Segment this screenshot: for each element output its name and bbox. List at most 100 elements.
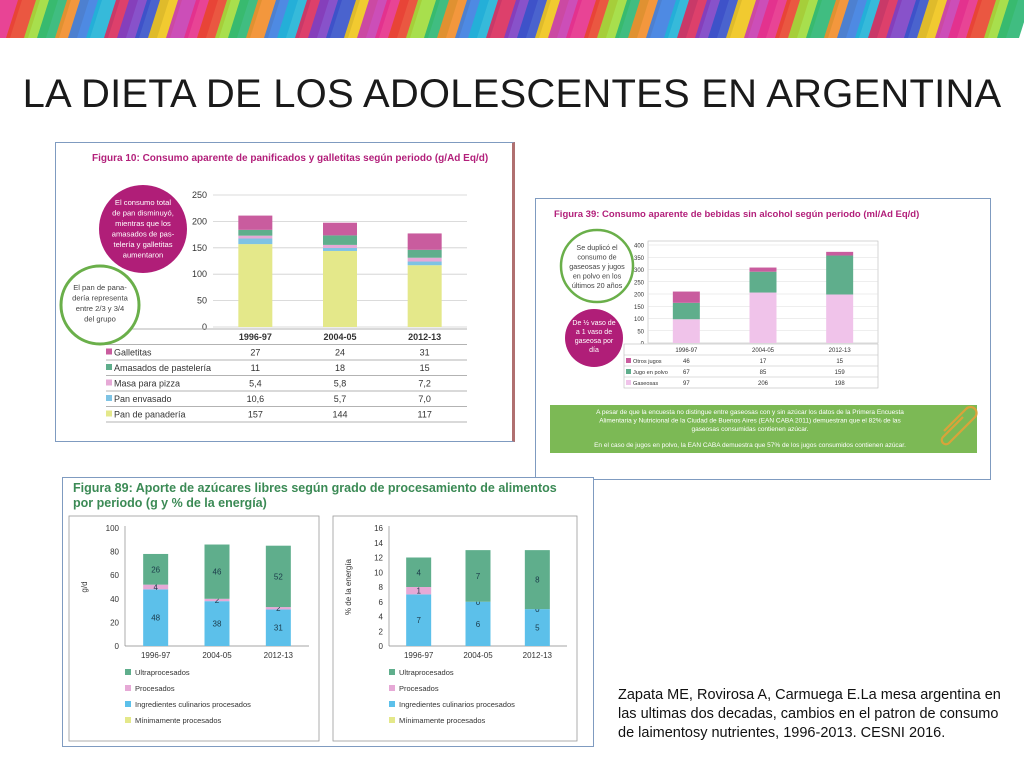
data-label: 0 bbox=[535, 605, 540, 614]
annotation-text: Se duplicó el bbox=[576, 243, 618, 252]
bar-segment bbox=[238, 229, 273, 236]
banner-shape bbox=[246, 0, 280, 38]
annotation-text: aumentaron bbox=[123, 251, 164, 260]
legend-swatch bbox=[106, 348, 112, 355]
banner-shape bbox=[757, 0, 791, 38]
y-tick-label: 100 bbox=[634, 317, 645, 323]
bar-segment bbox=[465, 601, 491, 646]
y-tick-label: 100 bbox=[192, 269, 207, 279]
y-tick-label: 350 bbox=[634, 256, 645, 262]
annotation-text: del grupo bbox=[84, 315, 116, 324]
legend-swatch bbox=[389, 701, 395, 707]
y-tick-label: 16 bbox=[374, 524, 383, 533]
legend-label: Mínimamente procesados bbox=[399, 716, 486, 725]
data-label: 15 bbox=[836, 359, 843, 365]
annotation-bubble bbox=[559, 228, 635, 304]
y-tick-label: 8 bbox=[379, 583, 384, 592]
paperclip-icon bbox=[940, 405, 978, 446]
figure-39-title: Figura 39: Consumo aparente de bebidas s… bbox=[554, 209, 920, 220]
data-label: 46 bbox=[213, 568, 222, 577]
bar-segment bbox=[204, 544, 230, 599]
banner-shape bbox=[357, 0, 391, 38]
bar-segment bbox=[406, 557, 432, 587]
figure-10-chart: 0 50 100 150 200 250 1996-97 2004-05 2012-13 Gall… bbox=[59, 185, 467, 423]
y-tick-label: 4 bbox=[379, 613, 384, 622]
legend-label: Amasados de pastelería bbox=[114, 363, 211, 373]
bar-segment bbox=[238, 215, 273, 230]
bar-segment bbox=[407, 265, 442, 327]
bar-segment bbox=[265, 607, 291, 610]
bar-segment bbox=[826, 251, 854, 256]
slide-title: LA DIETA DE LOS ADOLESCENTES EN ARGENTIN… bbox=[22, 72, 1002, 116]
note-text: gaseosas consumidas contienen azúcar. bbox=[691, 426, 808, 433]
annotation-text: de pan disminuyó, bbox=[112, 209, 174, 218]
data-label: 52 bbox=[274, 572, 283, 581]
banner-shape bbox=[966, 0, 1000, 38]
banner-shape bbox=[726, 0, 760, 38]
legend-swatch bbox=[626, 358, 631, 363]
y-tick-label: 200 bbox=[634, 293, 645, 299]
banner-shape bbox=[517, 0, 551, 38]
x-tick-label: 2012-13 bbox=[408, 332, 441, 342]
y-tick-label: 20 bbox=[110, 618, 119, 627]
y-tick-label: 50 bbox=[637, 329, 644, 335]
data-label: 5,7 bbox=[334, 394, 347, 404]
legend-swatch bbox=[125, 669, 131, 675]
x-tick-label: 1996-97 bbox=[675, 348, 698, 354]
y-tick-label: 400 bbox=[634, 244, 645, 250]
figure-39-chart: 0501001502002503003504001996-972004-0520… bbox=[550, 228, 978, 453]
banner-shape bbox=[388, 0, 422, 38]
bar-segment bbox=[238, 238, 273, 245]
annotation-text: gaseosas y jugos bbox=[569, 262, 625, 271]
legend-swatch bbox=[125, 717, 131, 723]
annotation-text: De ½ vaso de bbox=[572, 319, 615, 327]
annotation-text: en polvo en los bbox=[573, 272, 622, 281]
bar-segment bbox=[406, 594, 432, 646]
bar-segment bbox=[323, 235, 357, 245]
bar-segment bbox=[672, 319, 700, 343]
legend-label: Gaseosas bbox=[633, 381, 658, 387]
data-label: 17 bbox=[760, 359, 767, 365]
y-tick-label: 0 bbox=[115, 642, 120, 651]
banner-shape bbox=[86, 0, 120, 38]
data-label: 6 bbox=[476, 620, 481, 629]
data-label: 157 bbox=[248, 410, 263, 420]
annotation-text: a 1 vaso de bbox=[576, 329, 612, 336]
annotation-text: mientras que los bbox=[115, 219, 171, 228]
bar-segment bbox=[407, 257, 442, 262]
x-tick-label: 2012-13 bbox=[523, 651, 553, 660]
annotation-text: telería y galletitas bbox=[113, 240, 172, 249]
bar-segment bbox=[204, 601, 230, 646]
data-label: 1 bbox=[416, 587, 421, 596]
legend-swatch bbox=[389, 669, 395, 675]
legend-label: Ingredientes culinarios procesados bbox=[399, 700, 515, 709]
data-label: 5,8 bbox=[334, 379, 347, 389]
bar-segment bbox=[672, 302, 700, 320]
y-tick-label: 40 bbox=[110, 595, 119, 604]
y-tick-label: 50 bbox=[197, 296, 207, 306]
note-text: Alimentaria y Nutricional de la Ciudad d… bbox=[599, 418, 901, 425]
annotation-bubble bbox=[565, 309, 623, 367]
annotation-text: consumo de bbox=[577, 253, 616, 262]
bar-segment bbox=[465, 550, 491, 602]
data-label: 26 bbox=[151, 565, 160, 574]
y-tick-label: 250 bbox=[192, 190, 207, 200]
legend-swatch bbox=[106, 379, 112, 386]
data-label: 206 bbox=[758, 381, 769, 387]
legend-label: Ultraprocesados bbox=[399, 668, 454, 677]
y-tick-label: 150 bbox=[634, 305, 645, 311]
citation: Zapata ME, Rovirosa A, Carmuega E.La mes… bbox=[618, 687, 1001, 741]
bar-segment bbox=[265, 545, 291, 608]
banner-shape bbox=[708, 0, 742, 38]
note-text: En el caso de jugos en polvo, la EAN CAB… bbox=[594, 442, 906, 449]
legend-swatch bbox=[389, 717, 395, 723]
note-box bbox=[550, 405, 977, 453]
banner-shape bbox=[788, 0, 822, 38]
banner-shape bbox=[868, 0, 902, 38]
figure-89-title: Figura 89: Aporte de azúcares libres seg… bbox=[73, 481, 557, 510]
annotation-bubble bbox=[59, 264, 141, 346]
banner-shape bbox=[837, 0, 871, 38]
y-tick-label: 14 bbox=[374, 539, 383, 548]
annotation-text: últimos 20 años bbox=[572, 281, 623, 290]
legend-label: Mínimamente procesados bbox=[135, 716, 222, 725]
